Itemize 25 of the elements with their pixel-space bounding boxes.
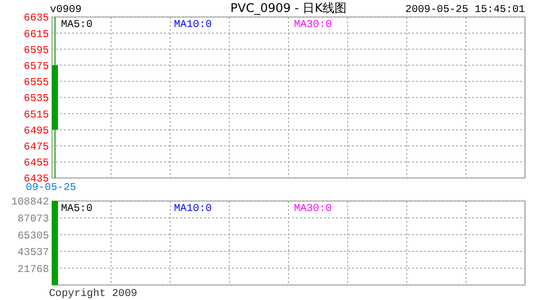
text: PVC_0909 - 日K线图 bbox=[230, 1, 347, 15]
y-tick-label: 6615 bbox=[24, 28, 49, 41]
annotation: MA10:0 bbox=[174, 203, 212, 215]
text: 2009-05-25 15:45:01 bbox=[405, 4, 525, 16]
y-tick-label: 43537 bbox=[17, 247, 49, 260]
y-tick-label: 6575 bbox=[24, 60, 49, 73]
y-tick-label: 6455 bbox=[24, 158, 49, 170]
annotation: MA30:0 bbox=[294, 203, 332, 215]
y-tick-label: 6555 bbox=[24, 77, 49, 90]
y-tick-label: 6595 bbox=[24, 44, 49, 57]
text: Copyright 2009 bbox=[49, 288, 138, 300]
y-tick-label: 108842 bbox=[11, 196, 49, 209]
annotation: MA5:0 bbox=[61, 203, 93, 215]
y-tick-label: 21768 bbox=[17, 264, 49, 276]
y-tick-label: 6475 bbox=[24, 141, 49, 154]
y-tick-label: 6495 bbox=[24, 125, 49, 138]
y-tick-label: 87073 bbox=[17, 213, 49, 226]
y-tick-label: 6515 bbox=[24, 109, 49, 122]
y-tick-label: 65305 bbox=[17, 230, 49, 242]
y-tick-label: 6635 bbox=[24, 12, 49, 25]
chart-subtitle: v0909 bbox=[50, 4, 82, 16]
text: MA30:0 bbox=[294, 19, 332, 31]
y-tick-label: 6535 bbox=[24, 93, 49, 106]
annotation: MA5:0 bbox=[61, 19, 93, 31]
text: MA10:0 bbox=[174, 19, 212, 31]
